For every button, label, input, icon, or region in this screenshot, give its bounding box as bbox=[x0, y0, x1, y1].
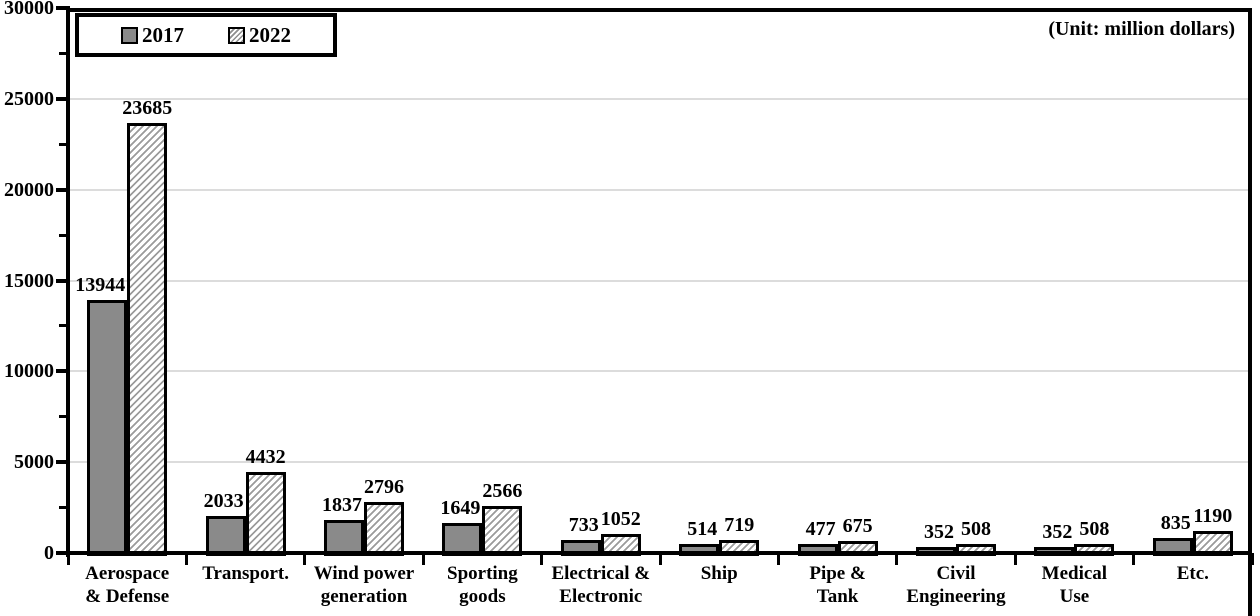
category-label-2: Wind power generation bbox=[313, 563, 415, 607]
value-label-2017-0: 13944 bbox=[75, 273, 126, 296]
y-tick-minor-22500 bbox=[59, 142, 68, 146]
category-label-3: Sporting goods bbox=[447, 563, 518, 607]
y-axis-label-10000: 10000 bbox=[4, 360, 54, 383]
y-tick-minor-17500 bbox=[59, 233, 68, 237]
bar-2022-1 bbox=[245, 472, 286, 556]
value-label-2017-8: 352 bbox=[1042, 520, 1073, 543]
y-tick-major-5000 bbox=[56, 460, 70, 465]
category-label-7: Civil Engineering bbox=[906, 563, 1006, 607]
value-label-2022-4: 1052 bbox=[600, 507, 641, 530]
y-tick-minor-27500 bbox=[59, 51, 68, 55]
bar-2022-0 bbox=[127, 122, 168, 556]
gridline-20000 bbox=[70, 188, 1250, 191]
value-label-2017-4: 733 bbox=[568, 513, 599, 536]
plot-border-top bbox=[66, 8, 1252, 12]
unit-annotation: (Unit: million dollars) bbox=[1048, 18, 1235, 40]
x-tick-4 bbox=[540, 553, 544, 565]
x-tick-2 bbox=[303, 553, 307, 565]
x-tick-8 bbox=[1013, 553, 1017, 565]
bar-2017-0 bbox=[87, 299, 128, 556]
value-label-2017-9: 835 bbox=[1160, 511, 1191, 534]
bar-2017-1 bbox=[205, 516, 246, 556]
category-label-1: Transport. bbox=[202, 563, 289, 584]
x-tick-9 bbox=[1132, 553, 1136, 565]
value-label-2022-6: 675 bbox=[842, 514, 873, 537]
category-label-6: Pipe & Tank bbox=[809, 563, 866, 607]
x-tick-7 bbox=[895, 553, 899, 565]
y-axis-label-20000: 20000 bbox=[4, 178, 54, 201]
gridline-5000 bbox=[70, 461, 1250, 464]
value-label-2022-0: 23685 bbox=[122, 96, 173, 119]
y-tick-major-15000 bbox=[56, 278, 70, 283]
y-tick-major-25000 bbox=[56, 96, 70, 101]
value-label-2017-6: 477 bbox=[805, 518, 836, 541]
legend-swatch-2017-icon bbox=[121, 26, 138, 44]
category-label-8: Medical Use bbox=[1041, 563, 1108, 607]
value-label-2022-8: 508 bbox=[1079, 517, 1110, 540]
y-tick-major-10000 bbox=[56, 369, 70, 374]
value-label-2017-5: 514 bbox=[687, 517, 718, 540]
y-tick-major-30000 bbox=[56, 6, 70, 10]
value-label-2022-9: 1190 bbox=[1193, 505, 1233, 528]
bar-2022-2 bbox=[364, 502, 404, 556]
value-label-2017-3: 1649 bbox=[440, 497, 481, 520]
legend-label-2017: 2017 bbox=[142, 23, 184, 47]
x-tick-6 bbox=[776, 553, 780, 565]
y-axis-label-30000: 30000 bbox=[4, 0, 54, 19]
legend-swatch-2022-icon bbox=[228, 26, 245, 44]
category-label-4: Electrical & Electronic bbox=[551, 563, 651, 607]
y-tick-minor-12500 bbox=[59, 324, 68, 328]
x-tick-3 bbox=[421, 553, 425, 565]
legend-item-2022: 2022 bbox=[228, 24, 291, 46]
value-label-2017-1: 2033 bbox=[203, 490, 244, 513]
value-label-2022-2: 2796 bbox=[364, 476, 404, 499]
x-tick-0 bbox=[66, 553, 70, 565]
value-label-2017-7: 352 bbox=[924, 520, 954, 543]
x-axis-line bbox=[60, 551, 1252, 555]
y-axis-label-5000: 5000 bbox=[14, 451, 54, 474]
y-axis-label-15000: 15000 bbox=[4, 269, 54, 292]
y-tick-major-20000 bbox=[56, 187, 70, 192]
plot-border-right bbox=[1248, 8, 1252, 616]
gridline-10000 bbox=[70, 370, 1250, 373]
bar-2017-2 bbox=[324, 519, 364, 556]
value-label-2022-7: 508 bbox=[961, 517, 991, 540]
y-axis-line bbox=[66, 8, 70, 557]
legend-label-2022: 2022 bbox=[249, 23, 291, 47]
y-tick-minor-2500 bbox=[59, 506, 68, 510]
value-label-2022-3: 2566 bbox=[482, 480, 523, 503]
x-tick-5 bbox=[658, 553, 662, 565]
y-axis-label-0: 0 bbox=[44, 542, 54, 564]
value-label-2022-5: 719 bbox=[724, 513, 755, 536]
gridline-15000 bbox=[70, 279, 1250, 282]
legend-item-2017: 2017 bbox=[121, 24, 184, 46]
bar-2022-3 bbox=[482, 506, 523, 556]
y-tick-minor-7500 bbox=[59, 415, 68, 419]
x-tick-1 bbox=[184, 553, 188, 565]
category-label-9: Etc. bbox=[1176, 563, 1209, 584]
category-label-5: Ship bbox=[700, 563, 738, 584]
x-tick-10 bbox=[1250, 553, 1254, 565]
category-label-0: Aerospace & Defense bbox=[85, 563, 170, 607]
y-tick-major-0 bbox=[56, 551, 70, 555]
value-label-2022-1: 4432 bbox=[245, 446, 286, 469]
gridline-25000 bbox=[70, 97, 1250, 100]
y-axis-label-25000: 25000 bbox=[4, 87, 54, 110]
legend: 2017 2022 bbox=[75, 13, 337, 57]
value-label-2017-2: 1837 bbox=[322, 493, 362, 516]
